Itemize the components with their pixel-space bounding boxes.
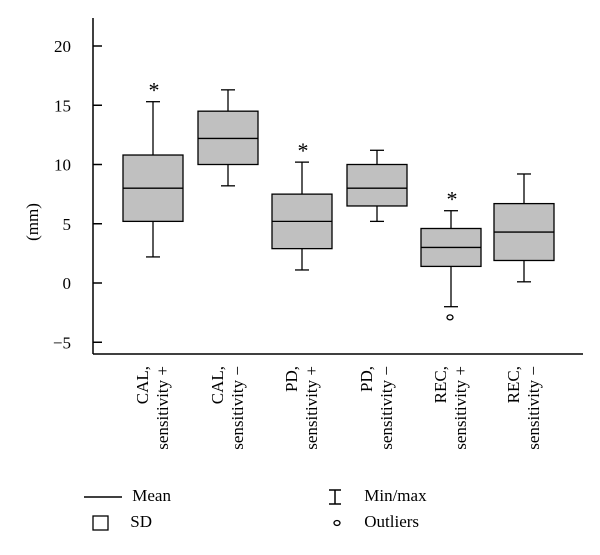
minmax-whisker-icon	[329, 489, 341, 505]
category-label: CAL,sensitivity +	[133, 366, 172, 450]
y-tick-label: 10	[54, 156, 71, 175]
box-1: *	[122, 78, 184, 258]
legend-item-sd: SD	[92, 512, 152, 532]
y-axis-label: (mm)	[23, 203, 42, 241]
significance-star: *	[298, 138, 309, 163]
mean-line-icon	[84, 496, 122, 498]
category-label: REC,sensitivity +	[431, 366, 470, 450]
category-labels: CAL,sensitivity + CAL,sensitivity − PD,sen…	[133, 366, 543, 450]
box-2	[197, 89, 259, 187]
y-tick-label: −5	[53, 333, 71, 352]
category-label: PD,sensitivity −	[357, 366, 396, 450]
sd-box	[346, 163, 408, 207]
box-group: * * *	[122, 78, 555, 321]
significance-star: *	[447, 187, 458, 212]
significance-star: *	[149, 78, 160, 103]
box-4	[346, 149, 408, 223]
category-label: REC,sensitivity −	[504, 366, 543, 450]
legend-item-minmax: Min/max	[326, 486, 427, 506]
y-tick-label: 0	[63, 274, 72, 293]
legend-mean-label: Mean	[132, 486, 171, 505]
outlier-circle-icon	[333, 519, 341, 527]
box-5: *	[420, 187, 482, 321]
box-3: *	[271, 138, 333, 271]
sd-box-icon	[92, 515, 109, 531]
legend-item-outliers: Outliers	[330, 512, 419, 532]
y-axis: −5 0 5 10 15 20	[53, 18, 102, 354]
y-tick-label: 15	[54, 96, 71, 115]
y-tick-label: 5	[63, 215, 72, 234]
legend-sd-label: SD	[130, 512, 152, 531]
category-label: CAL,sensitivity −	[208, 366, 247, 450]
outlier-point	[446, 314, 454, 321]
legend-item-mean: Mean	[84, 486, 171, 506]
box-6	[493, 173, 555, 283]
category-label: PD,sensitivity +	[282, 366, 321, 450]
legend-minmax-label: Min/max	[364, 486, 427, 505]
legend-outliers-label: Outliers	[364, 512, 420, 531]
y-tick-label: 20	[54, 37, 71, 56]
